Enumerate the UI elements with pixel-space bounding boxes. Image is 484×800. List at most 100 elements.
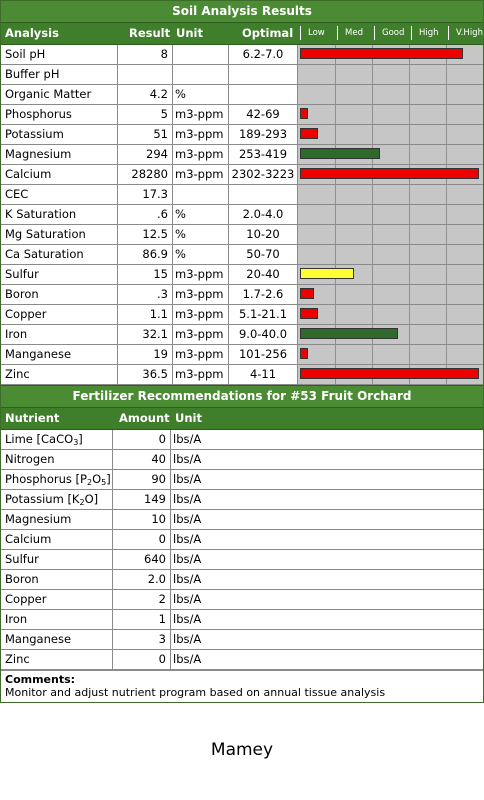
soil-row: Soil pH 8 6.2-7.0 (1, 45, 483, 65)
fertilizer-row: Phosphorus [P2O5] 90 lbs/A (1, 470, 483, 490)
nutrient-name: Nitrogen (1, 450, 113, 469)
analysis-name: Boron (1, 285, 118, 304)
soil-row: Phosphorus 5 m3-ppm 42-69 (1, 105, 483, 125)
nutrient-text: Potassium [K (5, 492, 80, 506)
scale-divider (337, 26, 338, 40)
grid-line (409, 205, 410, 224)
unit-value: m3-ppm (173, 285, 229, 304)
header-amount: Amount (119, 411, 170, 425)
scale-label: Good (382, 28, 405, 38)
scale-label: V.High (456, 28, 483, 38)
grid-line (446, 305, 447, 324)
nutrient-name: Potassium [K2O] (1, 490, 113, 509)
result-value: 36.5 (118, 365, 173, 384)
grid-line (446, 145, 447, 164)
result-value: 8 (118, 45, 173, 64)
grid-line (372, 245, 373, 264)
soil-row: Zinc 36.5 m3-ppm 4-11 (1, 365, 483, 385)
nutrient-text: ] (106, 472, 111, 486)
grid-line (409, 285, 410, 304)
nutrient-name: Iron (1, 610, 113, 629)
fertilizer-row: Iron 1 lbs/A (1, 610, 483, 630)
grid-line (335, 285, 336, 304)
amount-unit: lbs/A (173, 452, 202, 466)
soil-table-header: Analysis Result Unit Optimal Low Med Good H… (1, 23, 483, 45)
amount-value: 3 (113, 630, 171, 649)
scale-divider (448, 26, 449, 40)
grid-line (409, 85, 410, 104)
nutrient-name: Copper (1, 590, 113, 609)
unit-value (173, 45, 229, 64)
nutrient-text: Sulfur (5, 552, 39, 566)
grid-line (372, 225, 373, 244)
unit-value: m3-ppm (173, 265, 229, 284)
amount-unit: lbs/A (173, 532, 202, 546)
nutrient-text: Manganese (5, 632, 72, 646)
fertilizer-title: Fertilizer Recommendations for #53 Fruit… (1, 385, 483, 408)
level-bar-cell (298, 345, 483, 364)
amount-unit: lbs/A (173, 592, 202, 606)
level-bar-cell (298, 165, 483, 184)
grid-line (372, 65, 373, 84)
nutrient-text: O (92, 472, 102, 486)
nutrient-name: Zinc (1, 650, 113, 669)
optimal-range: 5.1-21.1 (229, 305, 298, 324)
nutrient-text: Nitrogen (5, 452, 55, 466)
footer-caption: Mamey (210, 740, 274, 760)
nutrient-name: Calcium (1, 530, 113, 549)
grid-line (372, 305, 373, 324)
grid-line (372, 185, 373, 204)
grid-line (409, 105, 410, 124)
nutrient-text: Zinc (5, 652, 30, 666)
soil-row: Ca Saturation 86.9% 50-70 (1, 245, 483, 265)
level-bar (300, 328, 398, 339)
level-bar-cell (298, 225, 483, 244)
unit-value: m3-ppm (173, 125, 229, 144)
grid-line (335, 85, 336, 104)
grid-line (446, 65, 447, 84)
soil-row: Mg Saturation 12.5% 10-20 (1, 225, 483, 245)
grid-line (446, 85, 447, 104)
soil-row: Calcium 28280 m3-ppm 2302-3223 (1, 165, 483, 185)
result-value: 1.1 (118, 305, 173, 324)
grid-line (409, 125, 410, 144)
grid-line (446, 265, 447, 284)
scale-label: High (419, 28, 439, 38)
amount-value: 0 (113, 430, 171, 449)
level-bar (300, 48, 463, 59)
nutrient-text: Magnesium (5, 512, 72, 526)
header-optimal: Optimal (242, 26, 294, 40)
soil-row: Iron 32.1 m3-ppm 9.0-40.0 (1, 325, 483, 345)
fertilizer-row: Nitrogen 40 lbs/A (1, 450, 483, 470)
grid-line (446, 285, 447, 304)
header-nutrient: Nutrient (5, 411, 60, 425)
grid-line (409, 265, 410, 284)
nutrient-text: Lime [CaCO (5, 432, 74, 446)
optimal-range: 1.7-2.6 (229, 285, 298, 304)
amount-value: 0 (113, 650, 171, 669)
nutrient-text: Copper (5, 592, 47, 606)
analysis-name: Zinc (1, 365, 118, 384)
result-value: 5 (118, 105, 173, 124)
subscript: 2 (79, 498, 85, 507)
grid-line (409, 325, 410, 344)
unit-value (173, 185, 229, 204)
analysis-name: Organic Matter (1, 85, 118, 104)
nutrient-text: Phosphorus [P (5, 472, 87, 486)
nutrient-text: Boron (5, 572, 39, 586)
nutrient-text: O] (84, 492, 99, 506)
amount-value: 40 (113, 450, 171, 469)
scale-label: Med (345, 28, 363, 38)
fertilizer-row: Sulfur 640 lbs/A (1, 550, 483, 570)
result-value: 12.5 (118, 225, 173, 244)
amount-unit: lbs/A (173, 652, 202, 666)
grid-line (409, 145, 410, 164)
unit-value: m3-ppm (173, 325, 229, 344)
amount-value: 2 (113, 590, 171, 609)
soil-results-title: Soil Analysis Results (1, 1, 483, 23)
level-bar (300, 348, 308, 359)
analysis-name: K Saturation (1, 205, 118, 224)
optimal-range: 20-40 (229, 265, 298, 284)
nutrient-name: Phosphorus [P2O5] (1, 470, 113, 489)
amount-value: 10 (113, 510, 171, 529)
